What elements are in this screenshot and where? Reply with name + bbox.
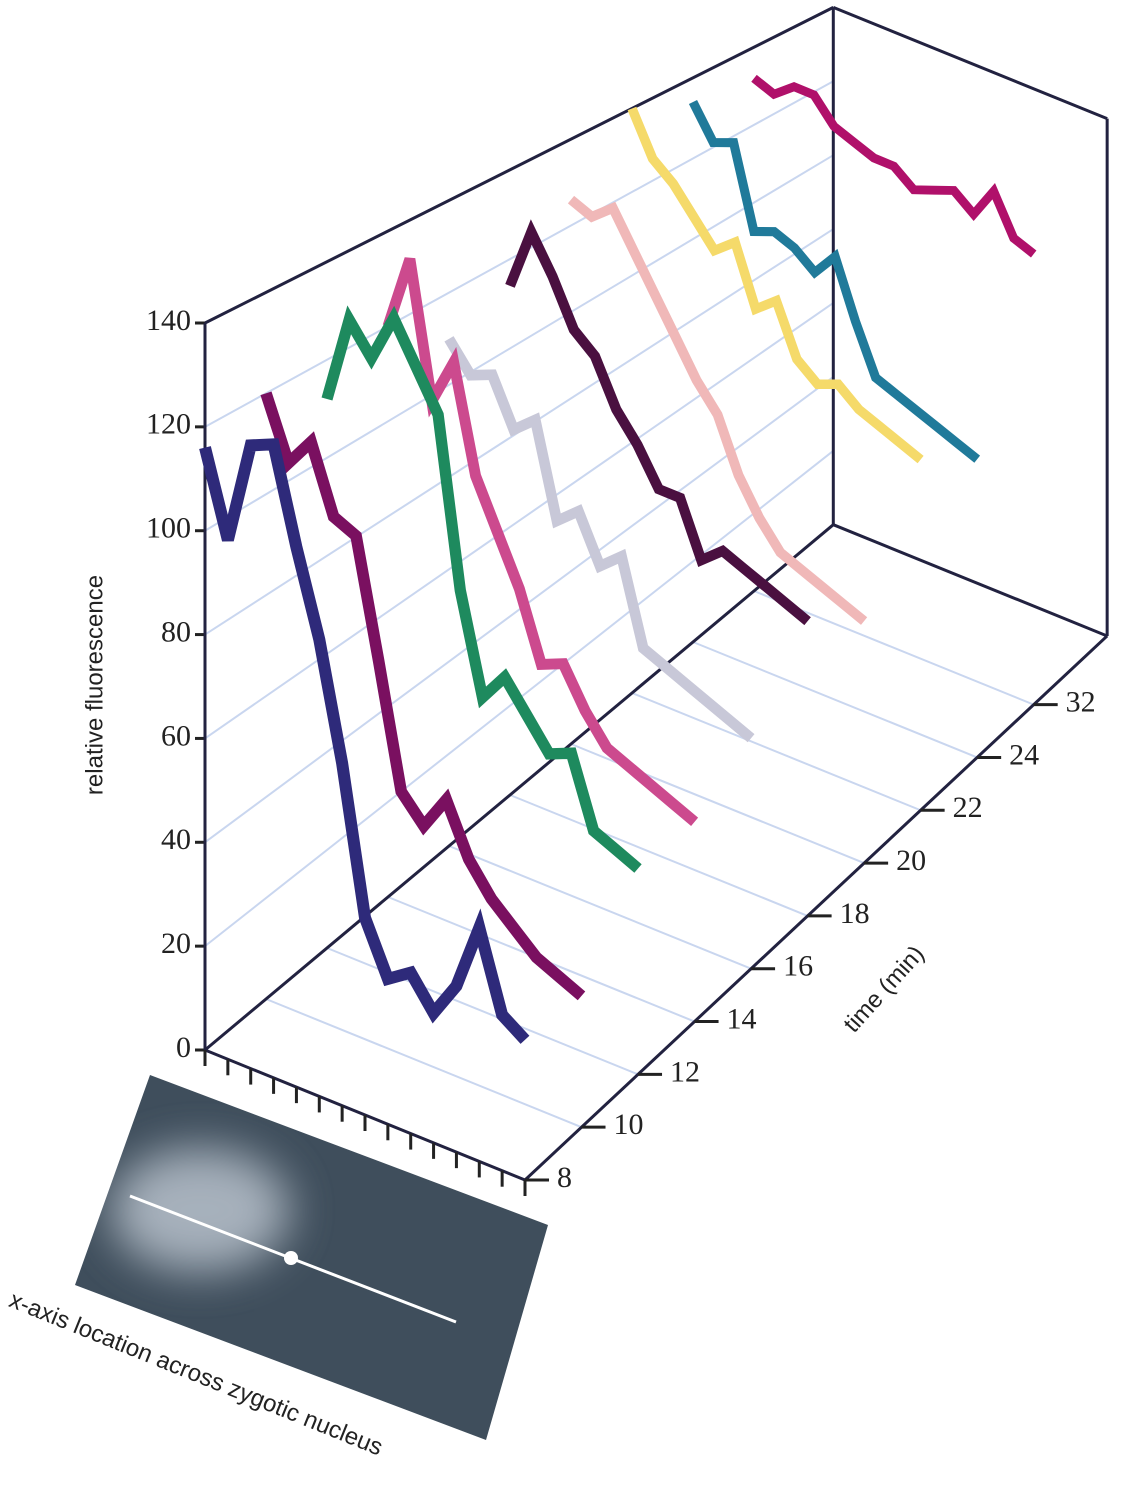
z-tick-label: 18 xyxy=(840,897,870,930)
series-line xyxy=(751,74,1037,258)
y-tick-label: 20 xyxy=(161,927,191,960)
y-tick-label: 40 xyxy=(161,823,191,856)
z-tick-label: 24 xyxy=(1009,738,1039,771)
z-tick-label: 8 xyxy=(557,1161,572,1194)
series-line xyxy=(627,106,924,464)
y-tick-label: 100 xyxy=(146,512,191,545)
y-tick-label: 140 xyxy=(146,304,191,337)
nucleus-image xyxy=(75,1075,548,1440)
floor-line xyxy=(448,845,752,970)
z-tick-label: 12 xyxy=(670,1055,700,1088)
nucleus-blob xyxy=(110,1148,290,1272)
y-axis-label: relative fluorescence xyxy=(81,575,108,795)
z-tick-label: 32 xyxy=(1066,686,1096,719)
floor-line xyxy=(265,998,582,1129)
z-tick-label: 22 xyxy=(953,791,983,824)
z-tick-label: 20 xyxy=(896,844,926,877)
axis-line xyxy=(832,5,1108,121)
axis-line xyxy=(204,523,835,1052)
axis-line xyxy=(832,523,1108,638)
floor-line xyxy=(509,794,808,917)
grid-line xyxy=(204,154,834,532)
axis-line xyxy=(523,634,1109,1182)
series-line xyxy=(567,195,868,625)
plot: 0 20 40 60 80 100 120 140 8 10 12 14 16 18 20 22 24 32 xyxy=(146,5,1109,1196)
scan-marker xyxy=(284,1251,298,1265)
series-line xyxy=(505,219,811,626)
grid-line xyxy=(204,302,834,740)
z-tick-label: 14 xyxy=(727,1002,757,1035)
floor-line xyxy=(692,641,978,759)
series-line xyxy=(444,336,755,743)
floor-line xyxy=(326,947,639,1076)
series-line xyxy=(260,391,586,1001)
y-tick-label: 80 xyxy=(161,615,191,648)
series-line xyxy=(199,438,530,1044)
y-tick-label: 0 xyxy=(176,1031,191,1064)
y-tick-label: 60 xyxy=(161,719,191,752)
z-axis-label: time (min) xyxy=(838,941,929,1038)
z-tick-label: 10 xyxy=(614,1108,644,1141)
y-tick-label: 120 xyxy=(146,408,191,441)
floor-line xyxy=(631,692,922,812)
series-line xyxy=(321,305,642,873)
series-line xyxy=(688,99,981,463)
series-line xyxy=(382,257,699,826)
axis-line xyxy=(204,6,834,325)
z-tick-label: 16 xyxy=(783,950,813,983)
